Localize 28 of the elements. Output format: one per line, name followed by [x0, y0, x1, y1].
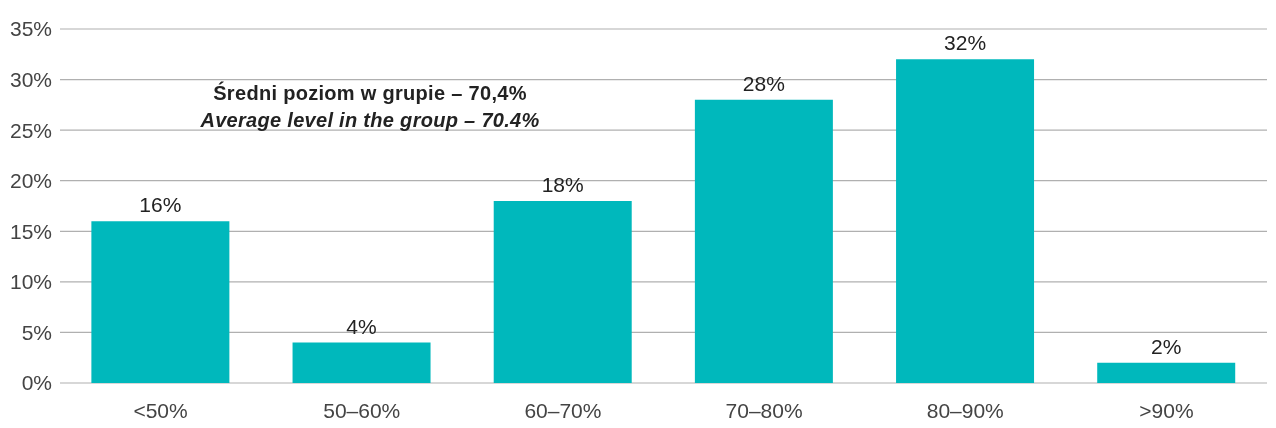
- y-tick-label: 35%: [9, 17, 52, 41]
- bar: [896, 59, 1035, 383]
- bar: [1097, 362, 1236, 383]
- bar: [694, 99, 833, 383]
- bar: [292, 342, 431, 383]
- y-tick-label: 25%: [9, 118, 52, 142]
- data-label: 28%: [742, 71, 785, 95]
- x-tick-label: <50%: [133, 398, 188, 422]
- bar: [91, 221, 230, 383]
- annotation: Average level in the group – 70.4%: [199, 108, 541, 133]
- x-tick-label: 60–70%: [524, 398, 602, 422]
- bar: [493, 200, 632, 383]
- y-tick-label: 20%: [9, 169, 52, 193]
- data-label: 16%: [139, 193, 182, 217]
- y-tick-label: 5%: [21, 320, 52, 344]
- y-tick-label: 30%: [9, 68, 52, 92]
- y-tick-label: 0%: [21, 371, 52, 395]
- data-label: 4%: [346, 314, 377, 338]
- x-tick-label: 70–80%: [725, 398, 803, 422]
- x-tick-label: >90%: [1139, 398, 1194, 422]
- y-tick-label: 10%: [9, 270, 52, 294]
- data-label: 2%: [1151, 334, 1182, 358]
- x-tick-label: 80–90%: [926, 398, 1004, 422]
- x-tick-label: 50–60%: [323, 398, 401, 422]
- data-label: 32%: [944, 31, 987, 55]
- data-label: 18%: [541, 172, 584, 196]
- y-tick-label: 15%: [9, 219, 52, 243]
- annotation: Średni poziom w grupie – 70,4%: [212, 80, 528, 106]
